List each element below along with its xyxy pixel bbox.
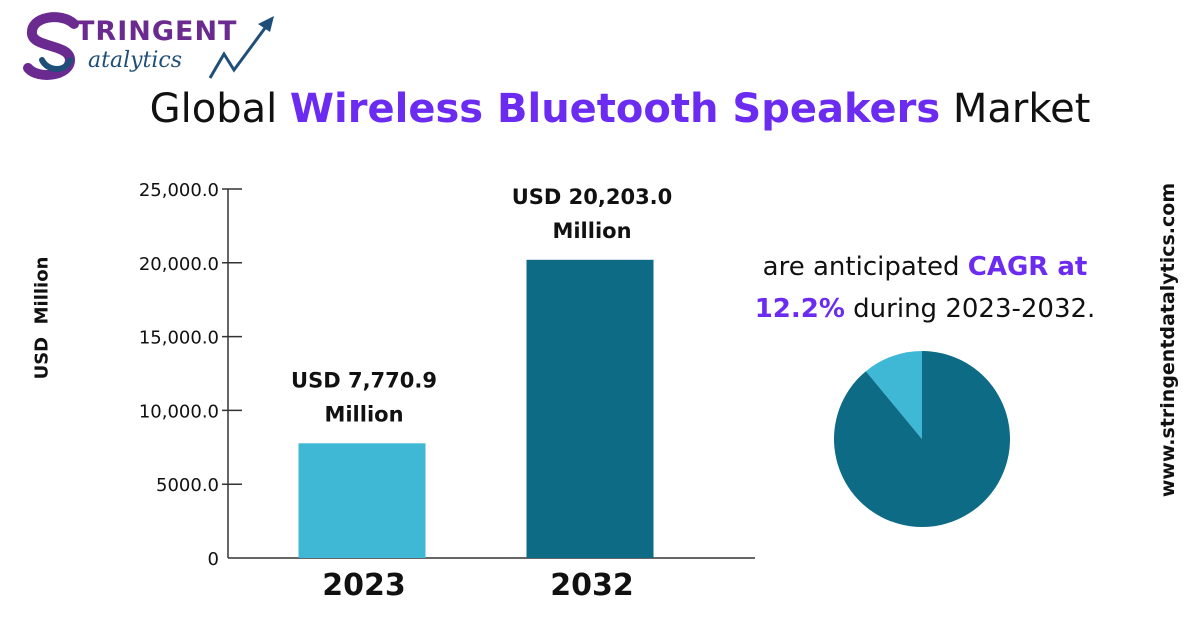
data-label: USD 20,203.0	[512, 185, 673, 209]
x-tick-label: 2032	[550, 568, 634, 603]
y-tick-label: 10,000.0	[139, 401, 219, 422]
data-label: Million	[552, 219, 631, 243]
logo-s-icon	[23, 12, 79, 80]
y-tick-label: 0	[208, 549, 219, 570]
pie-chart	[834, 351, 1010, 527]
y-tick-label: 25,000.0	[139, 180, 219, 201]
cagr-text-1: are anticipated	[762, 252, 968, 282]
cagr-highlight-2: 12.2%	[754, 294, 845, 324]
bar-chart: 0 5000.0 10,000.0 15,000.0 20,000.0 25,000.0 U…	[139, 180, 755, 603]
logo-chart-arrow-icon	[208, 16, 274, 79]
y-tick-label: 20,000.0	[139, 254, 219, 275]
title-prefix: Global	[149, 86, 290, 132]
bar-2023	[298, 443, 426, 558]
data-label: Million	[324, 402, 403, 426]
data-label: USD 7,770.9	[291, 368, 437, 392]
bar-2032	[526, 259, 654, 558]
website-url: www.stringentdatalytics.com	[1157, 182, 1179, 498]
logo-text-top: TRINGENT	[76, 16, 238, 47]
brand-logo: TRINGENT atalytics	[22, 10, 282, 88]
page-title: Global Wireless Bluetooth Speakers Marke…	[0, 86, 1200, 132]
y-tick-label: 15,000.0	[139, 328, 219, 349]
title-suffix: Market	[940, 86, 1091, 132]
y-tick-label: 5000.0	[156, 475, 219, 496]
x-tick-label: 2023	[322, 568, 406, 603]
cagr-statement: are anticipated CAGR at 12.2% during 202…	[720, 246, 1130, 330]
title-highlight: Wireless Bluetooth Speakers	[289, 86, 941, 132]
logo-text-bottom: atalytics	[88, 48, 183, 73]
cagr-highlight-1: CAGR at	[967, 252, 1088, 282]
pie-slice-1	[865, 351, 922, 439]
cagr-text-2: during 2023-2032.	[844, 294, 1096, 324]
